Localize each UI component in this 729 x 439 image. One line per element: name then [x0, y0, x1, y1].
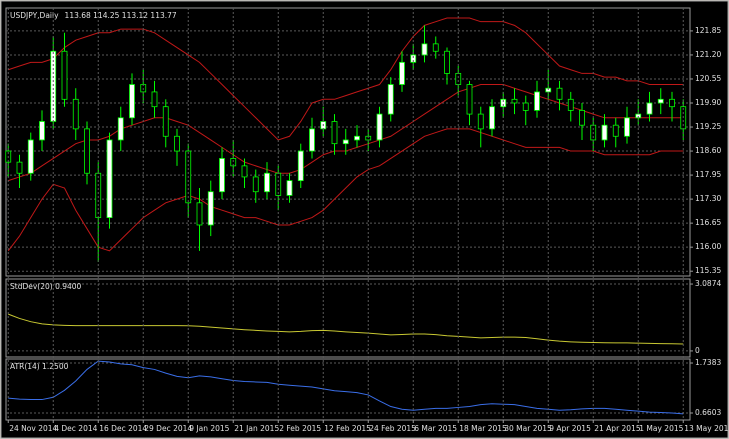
candle-body: [511, 98, 518, 104]
candle-body: [477, 113, 484, 130]
y-tick-label: 0: [695, 346, 700, 355]
panel-border: [5, 278, 691, 358]
panel-title: ATR(14) 1.2500: [10, 362, 69, 371]
candle-body: [219, 158, 225, 193]
y-tick-label: 118.60: [695, 146, 721, 155]
candle-body: [399, 61, 405, 85]
candle-body: [297, 150, 304, 182]
candle-body: [241, 165, 248, 178]
y-tick-label: 116.65: [695, 218, 721, 227]
panel-border: [5, 7, 691, 277]
x-tick-label: 13 May 2015: [684, 424, 729, 433]
x-tick-label: 30 Mar 2015: [504, 424, 552, 433]
candle-body: [432, 43, 439, 52]
y-tick-label: 117.95: [695, 170, 721, 179]
candle-body: [196, 202, 203, 226]
candle-body: [534, 91, 540, 111]
candle-body: [162, 106, 169, 137]
x-tick-label: 9 Apr 2015: [549, 424, 591, 433]
x-tick-label: 4 Dec 2014: [54, 424, 97, 433]
candle-body: [16, 161, 23, 174]
x-tick-label: 16 Dec 2014: [99, 424, 147, 433]
y-tick-label: 121.85: [695, 26, 721, 35]
candle-body: [106, 139, 113, 218]
candle-body: [84, 128, 90, 174]
candle-body: [624, 117, 630, 137]
candle-body: [579, 109, 585, 126]
x-tick-label: 21 Jan 2015: [234, 424, 279, 433]
candle-body: [252, 176, 259, 193]
indicator-line: [8, 17, 684, 141]
candle-body: [669, 98, 675, 108]
title-text: StdDev(20) 0.9400: [10, 282, 82, 291]
x-tick-label: 9 Jan 2015: [189, 424, 229, 433]
x-tick-label: 2 Feb 2015: [279, 424, 321, 433]
candle-body: [556, 87, 563, 100]
x-tick-label: 1 May 2015: [639, 424, 683, 433]
candle-body: [500, 98, 507, 108]
x-tick-label: 29 Dec 2014: [144, 424, 192, 433]
y-tick-label: 1.7383: [695, 358, 721, 367]
indicator-line: [8, 360, 684, 415]
x-tick-label: 12 Feb 2015: [324, 424, 371, 433]
candle-body: [309, 128, 315, 152]
y-tick-label: 119.90: [695, 98, 721, 107]
y-tick-label: 119.25: [695, 122, 721, 131]
y-tick-label: 3.0874: [695, 279, 721, 288]
candle-body: [455, 73, 462, 85]
candle-body: [61, 50, 68, 100]
candle-body: [151, 91, 158, 108]
candle-body: [286, 180, 293, 196]
title-text: USDJPY,Daily: [10, 11, 59, 20]
y-tick-label: 116.00: [695, 242, 721, 251]
x-tick-label: 21 Apr 2015: [594, 424, 641, 433]
candle-body: [522, 102, 529, 111]
candle-body: [612, 124, 619, 137]
candle-body: [129, 84, 135, 119]
candle-body: [342, 139, 349, 145]
candle-body: [207, 191, 214, 226]
y-tick-label: 120.55: [695, 74, 721, 83]
candle-body: [657, 98, 664, 104]
y-tick-label: 115.35: [695, 266, 721, 275]
title-text: ATR(14) 1.2500: [10, 362, 69, 371]
candle-body: [646, 102, 653, 115]
x-tick-label: 24 Feb 2015: [369, 424, 416, 433]
indicator-line: [8, 313, 684, 345]
x-tick-label: 18 Mar 2015: [459, 424, 507, 433]
candle-body: [117, 117, 124, 141]
title-values: 113.68 114.25 113.12 113.77: [65, 11, 177, 20]
candle-body: [174, 135, 180, 152]
candle-body: [387, 84, 394, 115]
candle-body: [489, 106, 495, 130]
x-tick-label: 24 Nov 2014: [9, 424, 57, 433]
panel-border: [5, 358, 691, 421]
panel-title: StdDev(20) 0.9400: [10, 282, 82, 291]
candle-body: [331, 121, 338, 145]
candle-body: [376, 113, 383, 141]
y-tick-label: 121.20: [695, 50, 721, 59]
candle-body: [601, 124, 608, 141]
candle-body: [27, 139, 34, 174]
candle-body: [95, 172, 102, 218]
indicator-line: [7, 128, 684, 252]
y-tick-label: 0.6603: [695, 408, 721, 417]
candle-body: [421, 43, 428, 56]
y-tick-label: 117.30: [695, 194, 721, 203]
candle-body: [354, 135, 360, 141]
panel-title: USDJPY,Daily 113.68 114.25 113.12 113.77: [10, 11, 177, 20]
candle-body: [567, 98, 574, 111]
candle-body: [72, 98, 79, 130]
candle-body: [466, 84, 473, 115]
x-tick-label: 6 Mar 2015: [414, 424, 457, 433]
candle-body: [39, 121, 45, 141]
candle-body: [410, 54, 417, 63]
candle-body: [444, 50, 450, 74]
candle-body: [264, 172, 270, 193]
